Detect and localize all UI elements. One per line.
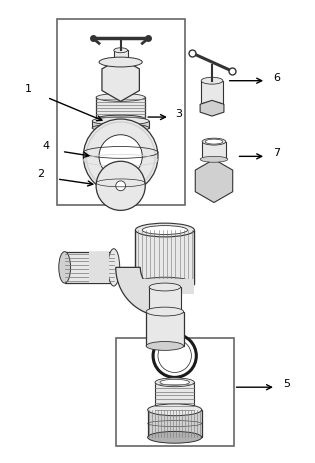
- Ellipse shape: [148, 404, 202, 416]
- Bar: [116, 338, 234, 446]
- Ellipse shape: [201, 102, 223, 109]
- Ellipse shape: [201, 77, 223, 84]
- Bar: [135, 230, 194, 284]
- Ellipse shape: [142, 225, 187, 234]
- Text: 7: 7: [273, 148, 280, 158]
- Ellipse shape: [59, 251, 71, 283]
- Text: 4: 4: [42, 142, 49, 151]
- Ellipse shape: [135, 277, 194, 291]
- Bar: [155, 382, 194, 412]
- Circle shape: [96, 161, 145, 210]
- Bar: [146, 312, 184, 346]
- Circle shape: [158, 339, 192, 372]
- Circle shape: [116, 181, 126, 191]
- Ellipse shape: [92, 124, 149, 132]
- Ellipse shape: [114, 48, 128, 53]
- Circle shape: [99, 135, 142, 178]
- Bar: [65, 251, 114, 283]
- Circle shape: [83, 119, 158, 194]
- Bar: [89, 251, 109, 283]
- Bar: [57, 19, 185, 206]
- Ellipse shape: [146, 342, 184, 350]
- Text: 5: 5: [283, 379, 290, 389]
- Polygon shape: [102, 58, 139, 101]
- Ellipse shape: [96, 115, 145, 123]
- Bar: [96, 97, 145, 119]
- Ellipse shape: [149, 283, 180, 291]
- Ellipse shape: [96, 94, 145, 101]
- Ellipse shape: [92, 117, 149, 125]
- Ellipse shape: [155, 378, 194, 387]
- Bar: [114, 50, 128, 62]
- Ellipse shape: [146, 307, 184, 316]
- Ellipse shape: [135, 223, 194, 237]
- Ellipse shape: [160, 379, 189, 385]
- Ellipse shape: [205, 139, 223, 144]
- Bar: [92, 121, 149, 128]
- Ellipse shape: [99, 57, 142, 67]
- Bar: [135, 279, 194, 294]
- Ellipse shape: [200, 156, 228, 162]
- Polygon shape: [116, 267, 165, 317]
- Polygon shape: [200, 100, 224, 116]
- Ellipse shape: [108, 249, 120, 286]
- Bar: [148, 410, 202, 438]
- Text: 1: 1: [24, 84, 32, 94]
- Ellipse shape: [155, 407, 194, 416]
- Text: 6: 6: [273, 73, 280, 83]
- Text: 2: 2: [37, 169, 44, 179]
- Text: 3: 3: [175, 109, 182, 119]
- Ellipse shape: [148, 432, 202, 443]
- Bar: [202, 142, 226, 159]
- Polygon shape: [195, 159, 233, 202]
- Bar: [201, 81, 223, 105]
- Ellipse shape: [202, 138, 226, 145]
- Bar: [149, 287, 180, 312]
- Circle shape: [153, 334, 196, 377]
